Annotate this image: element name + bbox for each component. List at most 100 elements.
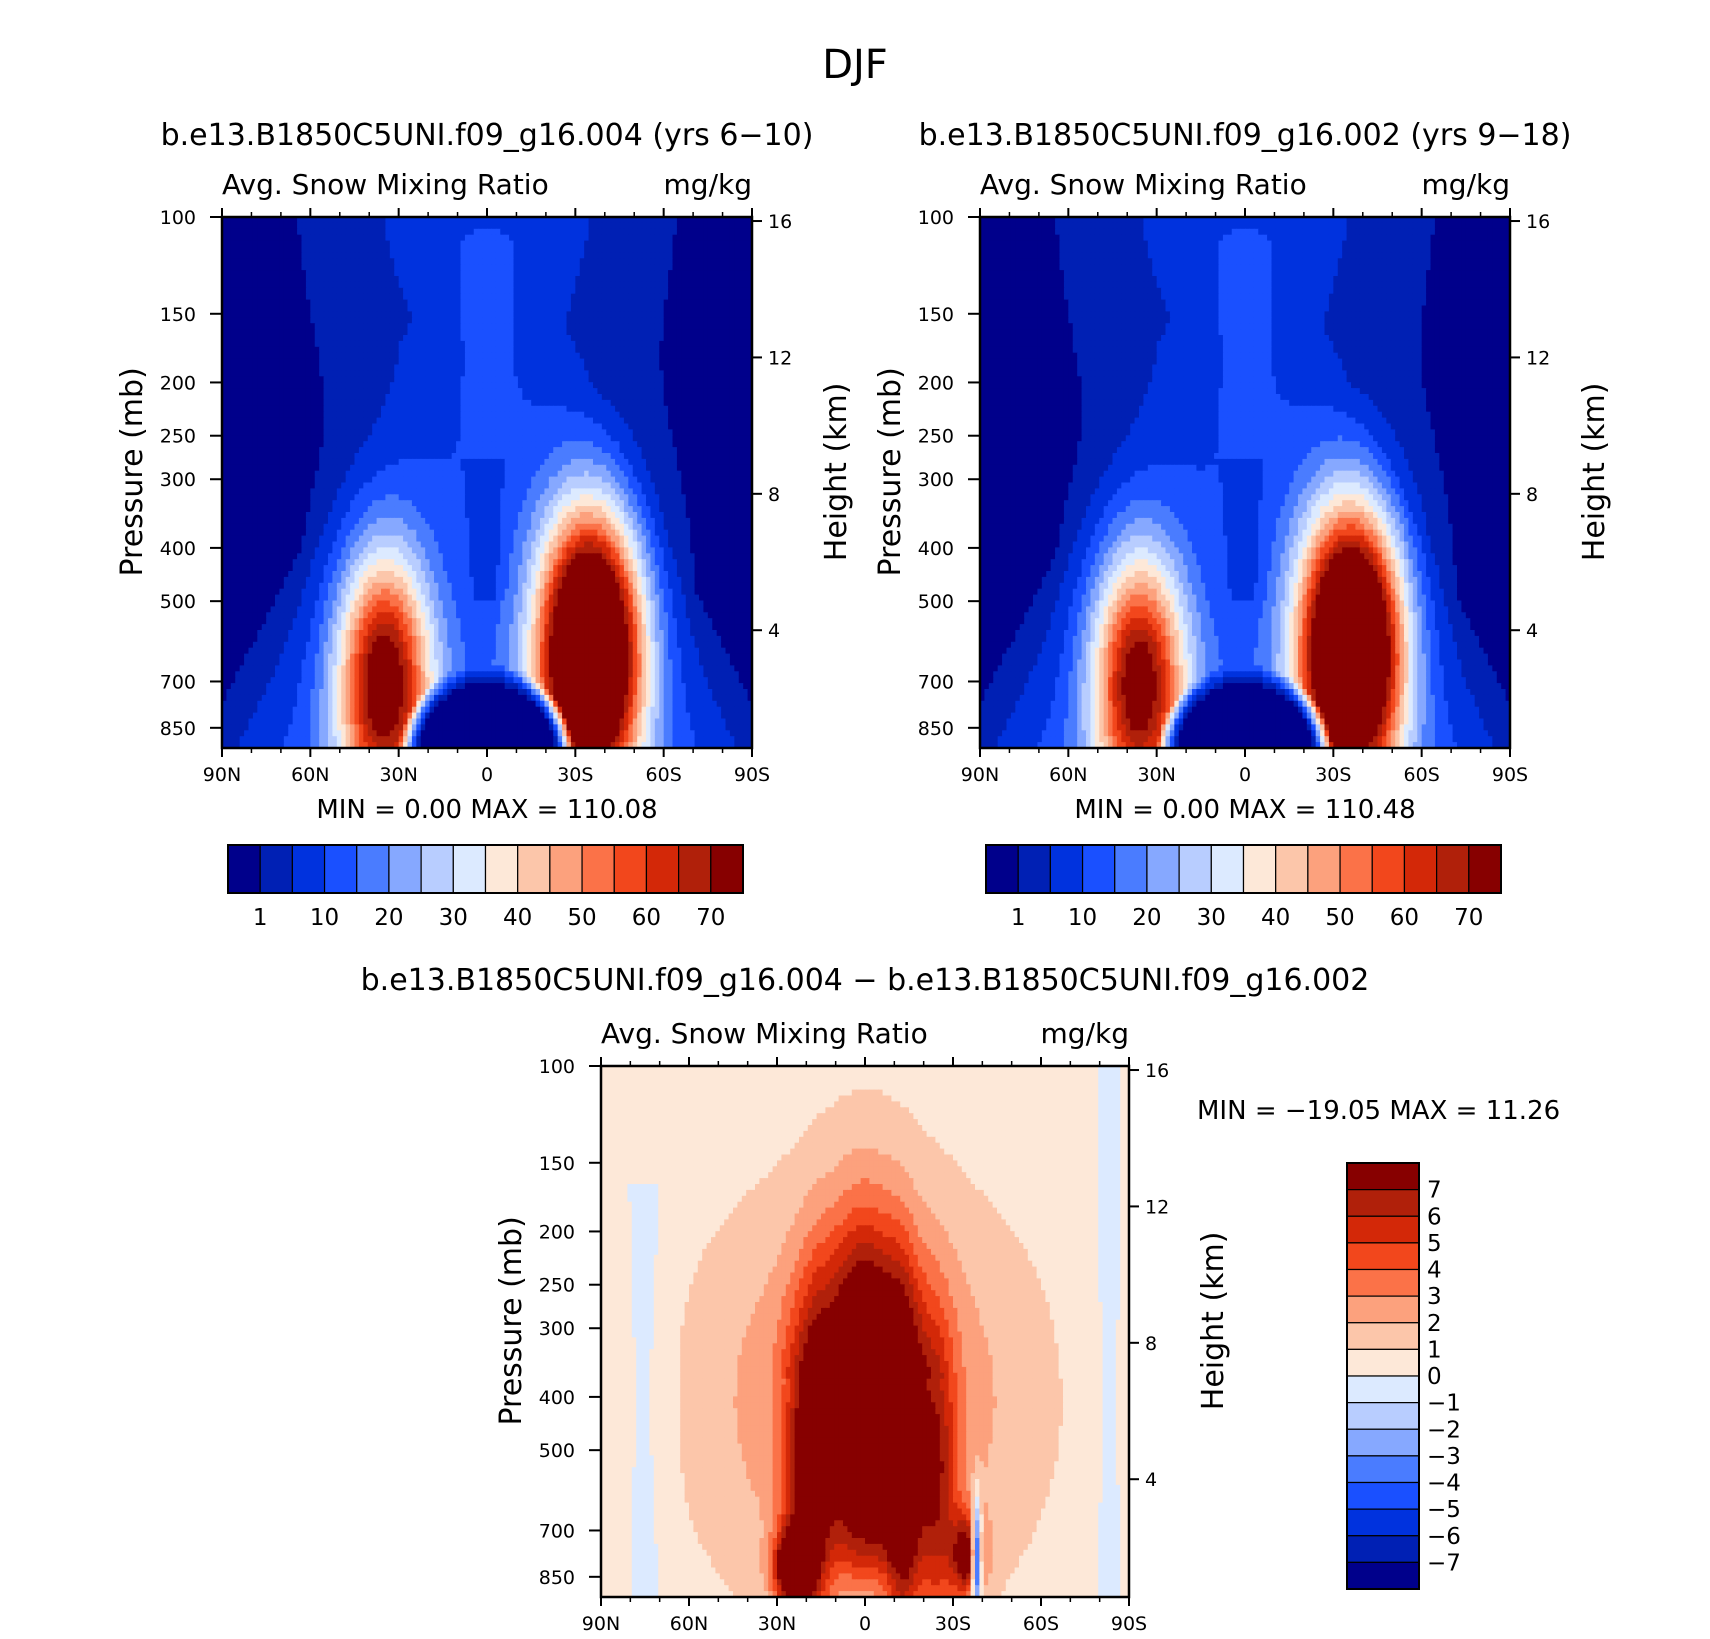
contour-cell [284, 229, 289, 236]
contour-cell [549, 282, 554, 289]
contour-cell [434, 247, 439, 254]
contour-cell [628, 235, 633, 242]
contour-cell [368, 241, 373, 248]
contour-cell [372, 264, 377, 271]
contour-cell [385, 258, 390, 265]
contour-cell [328, 270, 333, 277]
contour-cell [580, 229, 585, 236]
contour-cell [699, 276, 704, 283]
contour-cell [580, 264, 585, 271]
contour-cell [681, 247, 686, 254]
contour-cell [244, 247, 249, 254]
contour-cell [399, 235, 404, 242]
contour-cell [275, 252, 280, 259]
contour-cell [478, 235, 483, 242]
contour-cell [527, 264, 532, 271]
contour-cell [589, 229, 594, 236]
contour-cell [399, 229, 404, 236]
contour-cell [505, 223, 510, 230]
contour-cell [624, 282, 629, 289]
contour-cell [624, 241, 629, 248]
contour-cell [341, 264, 346, 271]
contour-cell [310, 282, 315, 289]
contour-cell [518, 258, 523, 265]
contour-cell [231, 229, 236, 236]
contour-cell [235, 252, 240, 259]
contour-cell [743, 270, 748, 277]
contour-cell [615, 229, 620, 236]
contour-cell [721, 241, 726, 248]
contour-cell [712, 229, 717, 236]
contour-cell [739, 252, 744, 259]
contour-cell [337, 270, 342, 277]
contour-cell [518, 264, 523, 271]
contour-cell [385, 252, 390, 259]
contour-cell [620, 229, 625, 236]
contour-cell [363, 247, 368, 254]
contour-cell [571, 229, 576, 236]
contour-cell [244, 276, 249, 283]
contour-cell [368, 229, 373, 236]
contour-cell [558, 223, 563, 230]
contour-cell [505, 264, 510, 271]
contour-cell [438, 282, 443, 289]
contour-cell [695, 258, 700, 265]
contour-cell [597, 264, 602, 271]
contour-cell [341, 235, 346, 242]
contour-cell [646, 241, 651, 248]
contour-cell [597, 270, 602, 277]
contour-cell [443, 282, 448, 289]
contour-cell [500, 229, 505, 236]
contour-cell [235, 270, 240, 277]
contour-cell [235, 247, 240, 254]
contour-cell [438, 247, 443, 254]
contour-cell [531, 258, 536, 265]
contour-cell [465, 252, 470, 259]
contour-cell [306, 270, 311, 277]
contour-cell [306, 276, 311, 283]
contour-cell [394, 270, 399, 277]
contour-cell [505, 235, 510, 242]
contour-cell [730, 229, 735, 236]
contour-cell [456, 258, 461, 265]
contour-cell [249, 252, 254, 259]
contour-cell [430, 235, 435, 242]
contour-cell [310, 258, 315, 265]
contour-cell [659, 252, 664, 259]
contour-cell [593, 276, 598, 283]
contour-cell [390, 276, 395, 283]
contour-cell [390, 258, 395, 265]
contour-cell [469, 282, 474, 289]
contour-cell [319, 276, 324, 283]
contour-cell [531, 276, 536, 283]
contour-cell [262, 247, 267, 254]
contour-cell [615, 235, 620, 242]
contour-cell [708, 258, 713, 265]
contour-cell [302, 241, 307, 248]
contour-cell [695, 235, 700, 242]
contour-cell [430, 223, 435, 230]
contour-cell [628, 264, 633, 271]
contour-cell [743, 258, 748, 265]
contour-cell [620, 252, 625, 259]
contour-cell [575, 270, 580, 277]
contour-cell [589, 247, 594, 254]
contour-cell [686, 235, 691, 242]
contour-cell [399, 282, 404, 289]
contour-cell [372, 258, 377, 265]
contour-cell [328, 235, 333, 242]
contour-cell [739, 276, 744, 283]
contour-cell [606, 276, 611, 283]
contour-cell [465, 223, 470, 230]
contour-cell [249, 241, 254, 248]
contour-cell [249, 223, 254, 230]
contour-cell [372, 270, 377, 277]
contour-cell [567, 223, 572, 230]
contour-cell [443, 252, 448, 259]
contour-cell [288, 282, 293, 289]
contour-cell [734, 235, 739, 242]
contour-cell [602, 270, 607, 277]
contour-cell [461, 282, 466, 289]
contour-cell [368, 247, 373, 254]
contour-cell [266, 229, 271, 236]
